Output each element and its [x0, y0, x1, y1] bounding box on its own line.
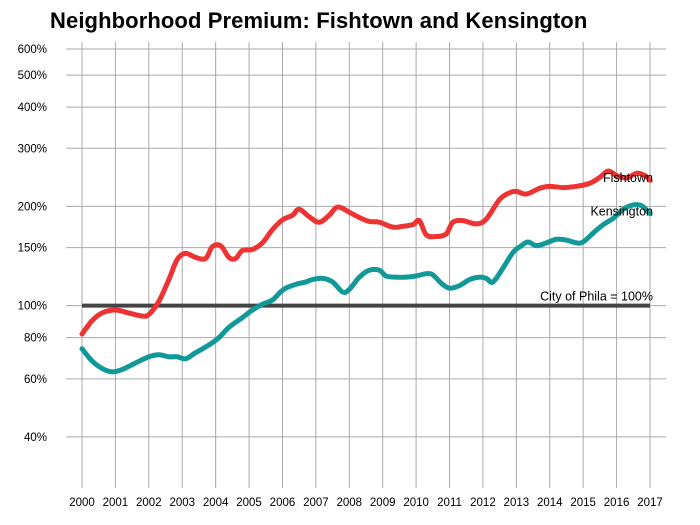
x-tick-label: 2012	[470, 497, 496, 509]
y-tick-label: 400%	[18, 102, 47, 114]
y-tick-label: 150%	[18, 243, 47, 255]
x-tick-label: 2006	[270, 497, 296, 509]
y-tick-label: 60%	[24, 374, 47, 386]
x-tick-label: 2001	[103, 497, 129, 509]
x-tick-label: 2007	[303, 497, 329, 509]
x-tick-label: 2016	[604, 497, 630, 509]
x-tick-label: 2017	[637, 497, 663, 509]
chart-title: Neighborhood Premium: Fishtown and Kensi…	[50, 8, 588, 33]
series-label-fishtown: Fishtown	[603, 171, 653, 185]
y-tick-label: 500%	[18, 70, 47, 82]
y-tick-label: 200%	[18, 201, 47, 213]
y-tick-label: 80%	[24, 333, 47, 345]
y-tick-label: 40%	[24, 432, 47, 444]
x-tick-label: 2009	[370, 497, 396, 509]
x-tick-label: 2014	[537, 497, 563, 509]
x-tick-label: 2002	[136, 497, 162, 509]
x-tick-label: 2010	[403, 497, 429, 509]
series-line-kensington	[79, 202, 653, 375]
y-tick-label: 100%	[18, 301, 47, 313]
grid	[66, 42, 666, 488]
reference-line-label: City of Phila = 100%	[540, 290, 653, 304]
x-tick-label: 2005	[236, 497, 262, 509]
x-tick-label: 2011	[437, 497, 462, 509]
labels-group: 2000 2001 2002 2003 2004 2005 2006 2007 2008 2009…	[18, 44, 663, 509]
x-tick-label: 2000	[69, 497, 95, 509]
series-line-fishtown	[79, 168, 653, 337]
y-tick-label: 600%	[18, 44, 47, 56]
series-label-kensington: Kensington	[590, 205, 653, 219]
series-group	[79, 168, 653, 375]
y-tick-label: 300%	[18, 143, 47, 155]
x-tick-label: 2003	[169, 497, 195, 509]
x-tick-label: 2004	[203, 497, 229, 509]
x-tick-label: 2008	[336, 497, 362, 509]
x-tick-label: 2013	[504, 497, 530, 509]
x-tick-label: 2015	[570, 497, 596, 509]
